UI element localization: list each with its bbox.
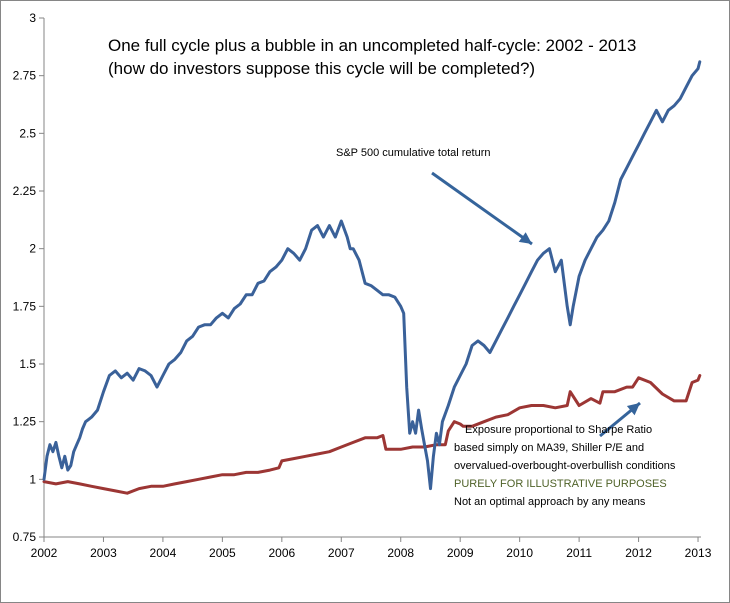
x-tick-label: 2012 (625, 546, 652, 560)
y-tick-label: 2 (29, 242, 36, 256)
sp500-annotation-arrow-head (518, 232, 532, 244)
y-tick-label: 1.75 (13, 299, 37, 313)
series-layer (42, 60, 702, 495)
arrows-layer (431, 171, 641, 438)
strategy-annotation-line-3: overvalued-overbought-overbullish condit… (454, 460, 676, 472)
x-tick-label: 2007 (328, 546, 355, 560)
x-tick-label: 2009 (447, 546, 474, 560)
y-tick-label: 1.25 (13, 415, 37, 429)
x-tick-label: 2004 (150, 546, 177, 560)
axes: 0.75 1 1.25 1.5 1.75 2 2.25 2.5 2.75 3 2002 2003 200… (13, 11, 712, 560)
strategy-annotation-arrow-head (626, 403, 640, 416)
x-tick-label: 2005 (209, 546, 236, 560)
strategy-annotation-line-1: Exposure proportional to Sharpe Ratio (465, 424, 652, 436)
strategy-series-line (42, 374, 702, 495)
x-tick-label: 2013 (685, 546, 712, 560)
y-tick-label: 2.75 (13, 69, 37, 83)
chart-subtitle: (how do investors suppose this cycle wil… (108, 59, 535, 78)
y-tick-label: 1 (29, 472, 36, 486)
y-tick-label: 2.25 (13, 184, 37, 198)
chart-title: One full cycle plus a bubble in an uncom… (108, 36, 636, 55)
strategy-annotation-line-5: Not an optimal approach by any means (454, 496, 646, 508)
sp500-series-line (42, 60, 702, 491)
y-tick-label: 2.5 (19, 126, 36, 140)
strategy-annotation-line-2: based simply on MA39, Shiller P/E and (454, 442, 644, 454)
x-tick-label: 2010 (506, 546, 533, 560)
x-tick-label: 2003 (90, 546, 117, 560)
x-tick-label: 2008 (387, 546, 414, 560)
y-tick-label: 3 (29, 11, 36, 25)
y-tick-label: 1.5 (19, 357, 36, 371)
sp500-annotation: S&P 500 cumulative total return (336, 147, 491, 159)
strategy-annotation-line-4: PURELY FOR ILLUSTRATIVE PURPOSES (454, 478, 667, 490)
strategy-annotation-arrow (599, 401, 641, 438)
sp500-annotation-arrow-shaft (431, 171, 533, 246)
x-tick-label: 2011 (566, 546, 592, 560)
y-tick-label: 0.75 (13, 530, 37, 544)
x-tick-label: 2002 (31, 546, 58, 560)
sp500-annotation-arrow (431, 171, 533, 246)
x-tick-label: 2006 (268, 546, 295, 560)
